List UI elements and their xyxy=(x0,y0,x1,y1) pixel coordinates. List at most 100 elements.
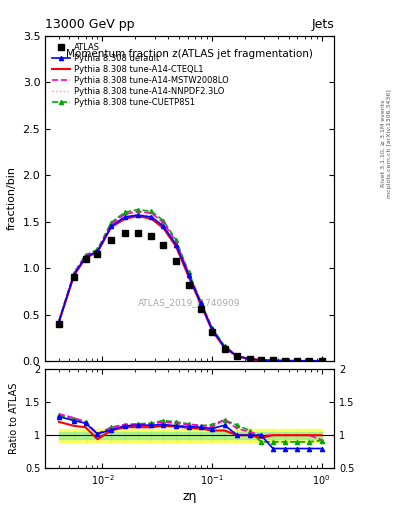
ATLAS xyxy=(209,329,214,335)
Pythia 8.308 tune-A14-MSTW2008LO xyxy=(57,318,61,324)
Pythia 8.308 tune-A14-NNPDF2.3LO xyxy=(174,242,178,248)
Pythia 8.308 tune-CUETP8S1 xyxy=(198,298,203,305)
Pythia 8.308 tune-CUETP8S1 xyxy=(319,358,324,364)
Pythia 8.308 default xyxy=(95,248,100,254)
Text: Momentum fraction z(ATLAS jet fragmentation): Momentum fraction z(ATLAS jet fragmentat… xyxy=(66,49,313,59)
Pythia 8.308 tune-A14-CTEQL1 xyxy=(282,358,287,364)
Pythia 8.308 default xyxy=(83,254,88,260)
Pythia 8.308 tune-A14-CTEQL1 xyxy=(259,357,263,363)
Pythia 8.308 tune-A14-NNPDF2.3LO xyxy=(259,357,263,363)
Pythia 8.308 tune-A14-MSTW2008LO xyxy=(259,357,263,363)
Text: Rivet 3.1.10, ≥ 3.1M events: Rivet 3.1.10, ≥ 3.1M events xyxy=(381,100,386,187)
Pythia 8.308 tune-A14-CTEQL1 xyxy=(247,356,252,362)
Pythia 8.308 tune-CUETP8S1 xyxy=(95,246,100,252)
ATLAS xyxy=(109,237,114,243)
Pythia 8.308 tune-A14-CTEQL1 xyxy=(95,249,100,255)
Pythia 8.308 default xyxy=(72,271,76,278)
Line: Pythia 8.308 tune-A14-NNPDF2.3LO: Pythia 8.308 tune-A14-NNPDF2.3LO xyxy=(59,214,321,361)
Pythia 8.308 default xyxy=(149,214,154,220)
Line: Pythia 8.308 tune-CUETP8S1: Pythia 8.308 tune-CUETP8S1 xyxy=(57,207,324,363)
Pythia 8.308 default xyxy=(222,344,227,350)
Pythia 8.308 tune-A14-MSTW2008LO xyxy=(95,247,100,253)
Pythia 8.308 tune-CUETP8S1 xyxy=(123,209,127,216)
Pythia 8.308 tune-A14-MSTW2008LO xyxy=(198,300,203,306)
Pythia 8.308 tune-A14-NNPDF2.3LO xyxy=(83,254,88,260)
ATLAS xyxy=(319,358,324,364)
ATLAS xyxy=(186,282,191,288)
Pythia 8.308 default xyxy=(161,223,166,229)
Pythia 8.308 tune-A14-MSTW2008LO xyxy=(319,358,324,364)
ATLAS xyxy=(57,321,61,327)
Line: Pythia 8.308 tune-A14-MSTW2008LO: Pythia 8.308 tune-A14-MSTW2008LO xyxy=(59,211,321,361)
Pythia 8.308 tune-A14-CTEQL1 xyxy=(235,353,240,359)
ATLAS xyxy=(149,232,154,239)
Pythia 8.308 tune-CUETP8S1 xyxy=(259,357,263,363)
ATLAS xyxy=(259,357,263,363)
Pythia 8.308 default xyxy=(282,358,287,364)
Pythia 8.308 tune-A14-MSTW2008LO xyxy=(271,357,275,364)
Pythia 8.308 tune-A14-MSTW2008LO xyxy=(222,344,227,350)
Line: Pythia 8.308 default: Pythia 8.308 default xyxy=(57,213,324,363)
Pythia 8.308 tune-A14-NNPDF2.3LO xyxy=(72,271,76,278)
Pythia 8.308 default xyxy=(209,326,214,332)
Pythia 8.308 tune-A14-CTEQL1 xyxy=(109,224,114,230)
Pythia 8.308 tune-CUETP8S1 xyxy=(72,270,76,276)
Pythia 8.308 tune-A14-CTEQL1 xyxy=(198,301,203,307)
X-axis label: zη: zη xyxy=(182,490,197,503)
Pythia 8.308 tune-A14-CTEQL1 xyxy=(307,358,312,364)
Pythia 8.308 tune-A14-MSTW2008LO xyxy=(186,270,191,276)
Pythia 8.308 tune-A14-CTEQL1 xyxy=(174,244,178,250)
ATLAS xyxy=(161,242,166,248)
Pythia 8.308 default xyxy=(109,223,114,229)
Pythia 8.308 tune-A14-CTEQL1 xyxy=(295,358,299,364)
Pythia 8.308 tune-A14-NNPDF2.3LO xyxy=(209,326,214,332)
Y-axis label: fraction/bin: fraction/bin xyxy=(7,166,17,230)
Pythia 8.308 tune-A14-NNPDF2.3LO xyxy=(319,358,324,364)
Pythia 8.308 tune-A14-CTEQL1 xyxy=(161,225,166,231)
Y-axis label: Ratio to ATLAS: Ratio to ATLAS xyxy=(9,383,19,454)
Pythia 8.308 tune-A14-NNPDF2.3LO xyxy=(222,345,227,351)
Pythia 8.308 default xyxy=(247,356,252,362)
ATLAS xyxy=(247,356,252,362)
Pythia 8.308 tune-A14-MSTW2008LO xyxy=(174,239,178,245)
Pythia 8.308 tune-A14-NNPDF2.3LO xyxy=(247,356,252,362)
Pythia 8.308 tune-CUETP8S1 xyxy=(295,358,299,364)
Pythia 8.308 tune-A14-MSTW2008LO xyxy=(123,211,127,217)
Pythia 8.308 default xyxy=(235,353,240,359)
Pythia 8.308 tune-A14-MSTW2008LO xyxy=(109,221,114,227)
Pythia 8.308 tune-A14-NNPDF2.3LO xyxy=(109,222,114,228)
Pythia 8.308 tune-CUETP8S1 xyxy=(149,208,154,215)
Pythia 8.308 default xyxy=(186,271,191,278)
Pythia 8.308 tune-A14-CTEQL1 xyxy=(123,216,127,222)
Pythia 8.308 tune-A14-NNPDF2.3LO xyxy=(235,353,240,359)
Pythia 8.308 tune-A14-NNPDF2.3LO xyxy=(149,213,154,219)
Pythia 8.308 tune-A14-NNPDF2.3LO xyxy=(271,357,275,364)
Pythia 8.308 tune-A14-CTEQL1 xyxy=(186,273,191,280)
Pythia 8.308 tune-A14-NNPDF2.3LO xyxy=(186,271,191,278)
ATLAS xyxy=(295,358,299,364)
Pythia 8.308 default xyxy=(136,212,140,218)
ATLAS xyxy=(222,346,227,352)
Pythia 8.308 tune-A14-MSTW2008LO xyxy=(247,356,252,362)
Pythia 8.308 tune-A14-NNPDF2.3LO xyxy=(307,358,312,364)
Pythia 8.308 tune-A14-NNPDF2.3LO xyxy=(95,248,100,254)
Pythia 8.308 tune-A14-CTEQL1 xyxy=(209,327,214,333)
Pythia 8.308 tune-A14-CTEQL1 xyxy=(149,216,154,222)
Text: ATLAS_2019_I1740909: ATLAS_2019_I1740909 xyxy=(138,298,241,307)
ATLAS xyxy=(95,251,100,257)
Pythia 8.308 tune-CUETP8S1 xyxy=(247,356,252,362)
Pythia 8.308 tune-CUETP8S1 xyxy=(282,358,287,364)
Pythia 8.308 tune-A14-MSTW2008LO xyxy=(136,208,140,215)
Pythia 8.308 tune-CUETP8S1 xyxy=(222,343,227,349)
Pythia 8.308 tune-A14-CTEQL1 xyxy=(72,272,76,279)
Pythia 8.308 tune-CUETP8S1 xyxy=(209,325,214,331)
Pythia 8.308 tune-A14-CTEQL1 xyxy=(136,213,140,219)
Pythia 8.308 tune-CUETP8S1 xyxy=(109,220,114,226)
Pythia 8.308 default xyxy=(319,358,324,364)
Line: Pythia 8.308 tune-A14-CTEQL1: Pythia 8.308 tune-A14-CTEQL1 xyxy=(59,216,321,361)
ATLAS xyxy=(174,258,178,264)
Pythia 8.308 default xyxy=(271,357,275,364)
Pythia 8.308 tune-CUETP8S1 xyxy=(271,357,275,364)
Pythia 8.308 tune-A14-NNPDF2.3LO xyxy=(282,358,287,364)
Pythia 8.308 tune-CUETP8S1 xyxy=(186,269,191,275)
